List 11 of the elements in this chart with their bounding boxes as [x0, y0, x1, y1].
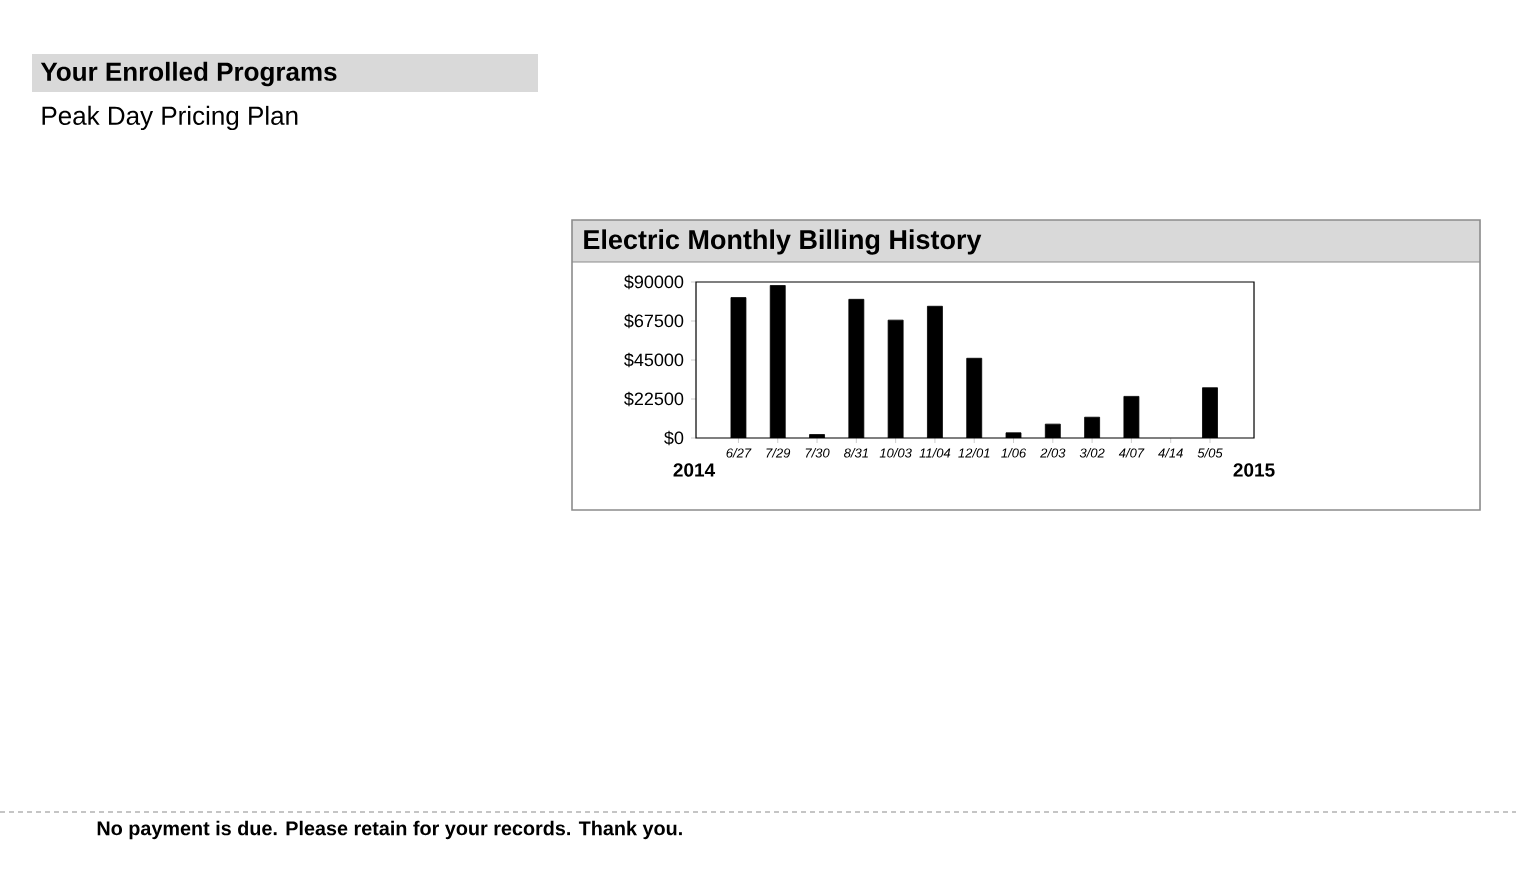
- text: 2014: [673, 463, 716, 477]
- text: No payment is due. Please retain for your records. Thank you.: [97, 820, 682, 840]
- y-tick-label: $45000: [624, 352, 684, 368]
- y-tick-label: $67500: [624, 313, 684, 329]
- chart-title: Electric Monthly Billing History: [584, 229, 982, 255]
- y-tick-label: $22500: [624, 391, 684, 407]
- y-tick-label: $0: [664, 430, 684, 446]
- text: Peak Day Pricing Plan: [42, 105, 298, 131]
- text: Your Enrolled Programs: [40, 61, 337, 87]
- text: 2015: [1233, 463, 1275, 477]
- y-tick-label: $90000: [624, 274, 684, 290]
